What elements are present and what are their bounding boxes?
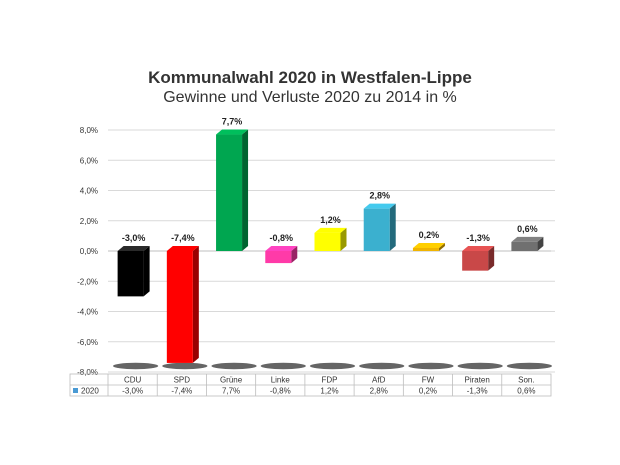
category-label: Linke bbox=[271, 376, 291, 385]
bar bbox=[265, 251, 292, 264]
y-tick-label: -8,0% bbox=[77, 368, 98, 377]
bar-side bbox=[291, 246, 298, 264]
bar-top bbox=[265, 246, 298, 251]
table-value: -0,8% bbox=[270, 387, 291, 396]
category-label: FDP bbox=[322, 376, 338, 385]
table-value: -1,3% bbox=[467, 387, 488, 396]
data-label: -3,0% bbox=[122, 233, 146, 243]
bar-top bbox=[511, 236, 544, 242]
bar-side bbox=[242, 129, 249, 251]
y-tick-label: 2,0% bbox=[80, 217, 98, 226]
floor-shadow bbox=[112, 362, 159, 370]
bar bbox=[216, 134, 243, 251]
bar-top bbox=[117, 246, 150, 251]
bar bbox=[363, 208, 390, 251]
table-value: -7,4% bbox=[171, 387, 192, 396]
y-tick-label: -4,0% bbox=[77, 308, 98, 317]
bar-side bbox=[389, 203, 396, 251]
floor-shadow bbox=[162, 362, 208, 370]
floor-shadow bbox=[211, 362, 257, 370]
category-label: SPD bbox=[174, 376, 191, 385]
y-tick-label: 4,0% bbox=[80, 187, 98, 196]
bar bbox=[412, 247, 439, 251]
data-label: 1,2% bbox=[320, 215, 341, 225]
table-value: 0,6% bbox=[517, 387, 535, 396]
bar bbox=[511, 241, 538, 251]
bar-side bbox=[143, 246, 150, 297]
y-tick-label: 8,0% bbox=[80, 126, 98, 135]
data-label: 0,6% bbox=[517, 224, 538, 234]
data-label: -1,3% bbox=[466, 233, 490, 243]
chart-subtitle: Gewinne und Verluste 2020 zu 2014 in % bbox=[163, 89, 457, 106]
bar-top bbox=[314, 227, 347, 233]
legend-swatch bbox=[73, 388, 78, 393]
table-value: 7,7% bbox=[222, 387, 240, 396]
data-label: -7,4% bbox=[171, 233, 195, 243]
bar-top bbox=[363, 203, 396, 209]
y-tick-label: 0,0% bbox=[80, 247, 98, 256]
floor-shadow bbox=[309, 362, 356, 370]
chart-title: Kommunalwahl 2020 in Westfalen-Lippe bbox=[148, 68, 472, 87]
data-label: 2,8% bbox=[369, 191, 390, 201]
y-tick-label: -2,0% bbox=[77, 277, 98, 286]
bar-side bbox=[192, 246, 199, 363]
category-label: Piraten bbox=[464, 376, 489, 385]
data-label: 0,2% bbox=[419, 230, 440, 240]
bar bbox=[314, 232, 341, 251]
bar bbox=[462, 251, 489, 271]
bar bbox=[117, 251, 144, 297]
data-label: -0,8% bbox=[270, 233, 294, 243]
floor-shadow bbox=[359, 362, 405, 370]
category-label: CDU bbox=[124, 376, 142, 385]
table-value: 1,2% bbox=[320, 387, 338, 396]
data-label: 7,7% bbox=[222, 117, 243, 127]
y-tick-label: -6,0% bbox=[77, 338, 98, 347]
bar-top bbox=[166, 246, 199, 251]
bar bbox=[166, 251, 193, 363]
bar-top bbox=[412, 242, 445, 248]
bar-top bbox=[216, 129, 249, 135]
floor-shadow bbox=[457, 362, 503, 370]
table-value: -3,0% bbox=[122, 387, 143, 396]
floor-shadow bbox=[260, 362, 306, 370]
floor-shadow bbox=[506, 362, 553, 370]
legend-series-name: 2020 bbox=[81, 387, 99, 396]
bar-side bbox=[537, 236, 544, 251]
bar-top bbox=[462, 246, 495, 251]
category-label: Grüne bbox=[220, 376, 243, 385]
table-value: 2,8% bbox=[370, 387, 388, 396]
bar-side bbox=[340, 227, 347, 251]
category-label: Son. bbox=[518, 376, 534, 385]
category-label: AfD bbox=[372, 376, 386, 385]
table-value: 0,2% bbox=[419, 387, 437, 396]
floor-shadow bbox=[408, 362, 454, 370]
bar-side bbox=[438, 242, 445, 251]
bar-side bbox=[488, 246, 495, 271]
y-tick-label: 6,0% bbox=[80, 156, 98, 165]
category-label: FW bbox=[422, 376, 435, 385]
